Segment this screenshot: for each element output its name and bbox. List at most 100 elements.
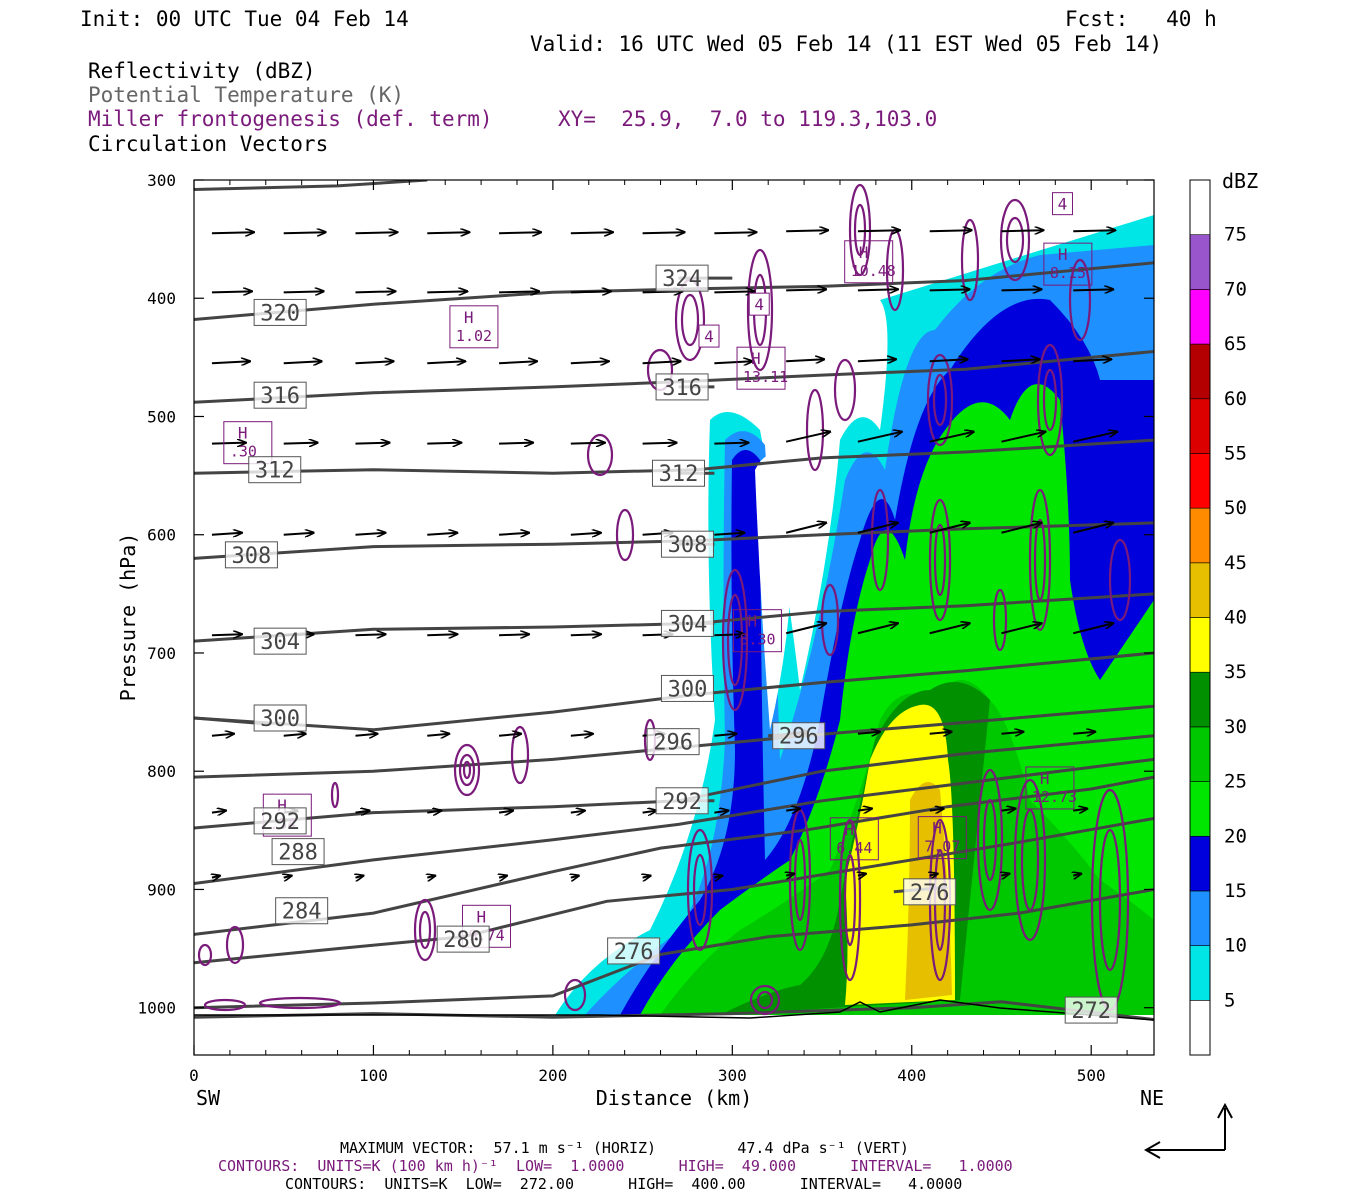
theta-contour-line (194, 775, 1154, 936)
circulation-vector (1001, 523, 1041, 534)
circulation-vector (1073, 523, 1113, 534)
svg-text:284: 284 (282, 900, 322, 925)
circulation-vector (714, 811, 728, 813)
circulation-vector (570, 232, 613, 233)
circulation-vector (1073, 359, 1111, 361)
svg-text:324: 324 (662, 267, 702, 292)
svg-text:304: 304 (668, 612, 708, 637)
colorbar-swatch (1189, 726, 1211, 782)
cross-section-coordinates: XY= 25.9, 7.0 to 119.3,103.0 (558, 107, 938, 131)
circulation-vector (283, 291, 324, 292)
theta-contour-label: 304 (660, 609, 714, 637)
colorbar-swatch (1189, 890, 1211, 946)
colorbar-swatch (1189, 398, 1211, 454)
colorbar-swatch (1189, 289, 1211, 345)
theta-legend: Potential Temperature (K) (88, 83, 405, 107)
frontogenesis-maximum: H8.15 (1043, 242, 1093, 286)
svg-text:8.30: 8.30 (739, 631, 775, 649)
circulation-vector (714, 291, 754, 292)
svg-text:H: H (1040, 769, 1050, 788)
theta-contour-line (194, 888, 1154, 1010)
circulation-vector (211, 232, 254, 233)
svg-text:312: 312 (659, 462, 699, 487)
colorbar-level-label: 20 (1224, 825, 1247, 847)
theta-contour-label: 276 (903, 878, 957, 906)
theta-contour-label: 296 (646, 728, 700, 756)
svg-text:8.15: 8.15 (1050, 264, 1086, 282)
circulation-vector (1073, 289, 1113, 290)
circulation-vector (211, 734, 234, 736)
circulation-vector (857, 732, 880, 734)
theta-contour-label: 320 (253, 298, 307, 326)
theta-contour-label: 300 (253, 704, 307, 732)
circulation-vector (642, 443, 677, 444)
circulation-vectors (212, 230, 1117, 877)
colorbar-level-label: 60 (1224, 388, 1247, 410)
frontogenesis-legend: Miller frontogenesis (def. term) (88, 107, 493, 131)
svg-text:288: 288 (278, 841, 318, 866)
forecast-hour-label: Fcst: 40 h (1065, 7, 1217, 31)
circulation-vector (1001, 809, 1015, 811)
circulation-vector (1073, 809, 1087, 811)
frontogenesis-contour-label: 4 (1051, 192, 1073, 216)
circulation-vector (786, 809, 800, 811)
colorbar-level-label: 10 (1224, 935, 1247, 957)
circulation-vector (570, 811, 585, 813)
theta-contour-label: 272 (1064, 996, 1118, 1024)
circulation-vector (570, 291, 611, 292)
circulation-vector (355, 232, 397, 233)
sw-end-label: SW (196, 1086, 221, 1110)
circulation-vector (929, 432, 974, 443)
circulation-vector (427, 533, 457, 535)
circulation-vector (714, 232, 756, 233)
svg-text:300: 300 (668, 677, 708, 702)
svg-text:H: H (747, 612, 757, 631)
circulation-vector (427, 876, 435, 878)
circulation-vector (1001, 289, 1041, 290)
frontogenesis-maxima-labels: H1.02H.30H13.11H10.48H8.15H8.30H12.73H6.… (223, 192, 1093, 948)
frontogenesis-contours (197, 183, 1132, 1016)
circulation-vector (427, 291, 467, 292)
circulation-vector (427, 443, 461, 444)
circulation-vector (714, 443, 748, 444)
circulation-vector (283, 361, 322, 363)
frontogenesis-contour-label: 4 (698, 324, 720, 348)
theta-contour-label: 284 (275, 897, 329, 925)
circulation-vector (929, 623, 970, 635)
svg-text:320: 320 (260, 301, 300, 326)
circulation-vector (499, 291, 539, 292)
circulation-vector (570, 361, 609, 363)
circulation-vector (785, 523, 826, 534)
circulation-vector (929, 732, 952, 734)
theta-contour-labels: 272 276 276 280 284 288 292 292 296 296 300 300 304 3… (224, 264, 1118, 1024)
svg-text:1.02: 1.02 (456, 327, 492, 345)
frontogenesis-maximum: H10.48 (844, 240, 896, 284)
svg-text:280: 280 (443, 928, 483, 953)
x-tick-label: 100 (359, 1066, 388, 1085)
theta-contour-label: 296 (772, 722, 826, 750)
colorbar-swatch (1189, 1000, 1211, 1056)
frontogenesis-maximum: H1.02 (449, 305, 499, 349)
circulation-vector (714, 533, 744, 535)
vectors-legend: Circulation Vectors (88, 132, 329, 156)
circulation-vector (929, 523, 970, 534)
y-tick-label: 400 (147, 289, 176, 308)
circulation-vector (1001, 432, 1045, 443)
theta-contour-label: 288 (271, 838, 325, 866)
plot-frame (193, 179, 1155, 1056)
colorbar-level-label: 5 (1224, 989, 1235, 1011)
theta-contour-label: 292 (655, 787, 709, 815)
circulation-vector (1001, 874, 1009, 876)
circulation-vector (857, 809, 872, 811)
colorbar-level-label: 15 (1224, 880, 1247, 902)
circulation-vector (211, 291, 252, 292)
svg-text:296: 296 (779, 725, 819, 750)
svg-text:12.73: 12.73 (1032, 788, 1077, 806)
circulation-vector (427, 232, 469, 233)
svg-text:H: H (238, 424, 248, 443)
svg-text:308: 308 (232, 544, 272, 569)
colorbar-level-label: 55 (1224, 442, 1247, 464)
svg-text:H: H (751, 349, 761, 368)
theta-contour-label: 300 (660, 674, 714, 702)
circulation-vector (283, 533, 314, 535)
